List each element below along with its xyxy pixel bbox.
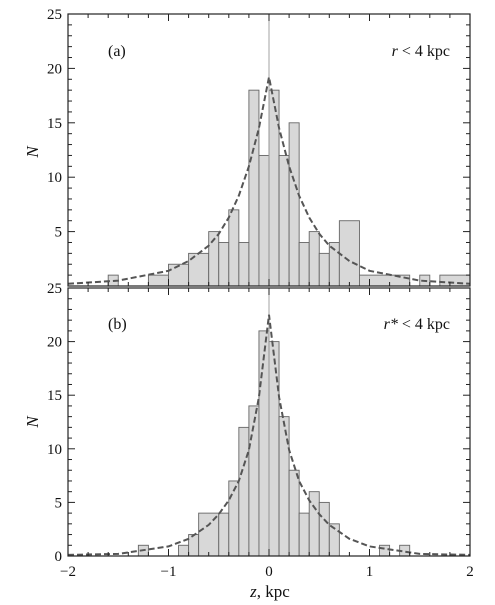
x-axis-label-rest: , kpc xyxy=(257,582,291,601)
y-tick-label: 20 xyxy=(47,61,62,77)
axes-b xyxy=(67,287,471,557)
histogram-bar xyxy=(439,274,471,287)
histogram-bar xyxy=(318,252,330,287)
annotation-var-b: r* xyxy=(384,316,398,333)
histogram-bar xyxy=(147,274,169,287)
y-tick-labels-a: 5 10 15 20 25 xyxy=(47,7,62,241)
fit-curve-b xyxy=(67,314,471,556)
histogram-bar xyxy=(258,330,270,557)
x-tick-label: −1 xyxy=(161,564,177,580)
histogram-bar xyxy=(359,274,411,287)
histogram-bar xyxy=(248,89,260,287)
annotation-var-a: r xyxy=(392,43,399,60)
y-tick-label: 5 xyxy=(55,225,63,241)
panel-b: 0 5 10 15 20 25 −2 −1 0 1 2 (b) r* < 4 kpc N z, k… xyxy=(23,281,474,601)
y-tick-label: 15 xyxy=(47,116,62,132)
x-axis-label: z, kpc xyxy=(249,582,290,601)
annotation-b: r* < 4 kpc xyxy=(384,316,450,333)
y-tick-label: 15 xyxy=(47,388,62,404)
y-tick-label: 10 xyxy=(47,442,62,458)
histogram-bar xyxy=(198,512,220,557)
histogram-bar xyxy=(218,242,230,287)
histogram-bar xyxy=(228,209,240,287)
histogram-bar xyxy=(168,263,190,287)
y-tick-label: 25 xyxy=(47,7,62,23)
histogram-bar xyxy=(298,242,310,287)
histogram-bar xyxy=(188,534,200,557)
annotation-a: r < 4 kpc xyxy=(392,43,450,60)
histogram-bar xyxy=(178,544,190,557)
histogram-bar xyxy=(278,154,290,287)
x-tick-label: 2 xyxy=(466,564,474,580)
panel-a: 5 10 15 20 25 (a) r < 4 kpc N xyxy=(23,7,471,287)
histogram-bar xyxy=(288,469,300,557)
y-tick-label: 5 xyxy=(55,495,63,511)
y-axis-label-b: N xyxy=(23,415,42,429)
x-tick-label: −2 xyxy=(60,564,76,580)
histogram-bar xyxy=(238,242,250,287)
histogram-bar xyxy=(288,122,300,287)
panel-label-a: (a) xyxy=(108,43,126,60)
y-tick-label: 25 xyxy=(47,281,62,297)
y-axis-label-a: N xyxy=(23,145,42,159)
histogram-bar xyxy=(258,154,270,287)
x-tick-label: 1 xyxy=(366,564,374,580)
histogram-bar xyxy=(268,341,280,557)
axes-a xyxy=(67,13,471,287)
histogram-b xyxy=(137,288,411,557)
fit-line xyxy=(67,314,471,556)
histogram-bar xyxy=(298,512,310,557)
histogram-bar xyxy=(318,501,330,557)
histogram-bar xyxy=(278,416,290,557)
histogram-bar xyxy=(228,480,240,557)
x-tick-labels: −2 −1 0 1 2 xyxy=(60,564,474,580)
histogram-bar xyxy=(338,220,360,287)
histogram-bar xyxy=(308,231,320,287)
panel-label-b: (b) xyxy=(108,316,127,333)
y-tick-label: 20 xyxy=(47,335,62,351)
x-tick-label: 0 xyxy=(265,564,273,580)
histogram-bar xyxy=(379,544,391,557)
annotation-rest-a: < 4 kpc xyxy=(398,43,450,60)
y-tick-labels-b: 0 5 10 15 20 25 xyxy=(47,281,62,565)
y-tick-label: 0 xyxy=(55,549,63,565)
histogram-bar xyxy=(218,512,230,557)
annotation-rest-b: < 4 kpc xyxy=(398,316,450,333)
y-tick-label: 10 xyxy=(47,170,62,186)
histogram-bar xyxy=(238,426,250,557)
x-axis-label-var: z xyxy=(249,582,257,601)
